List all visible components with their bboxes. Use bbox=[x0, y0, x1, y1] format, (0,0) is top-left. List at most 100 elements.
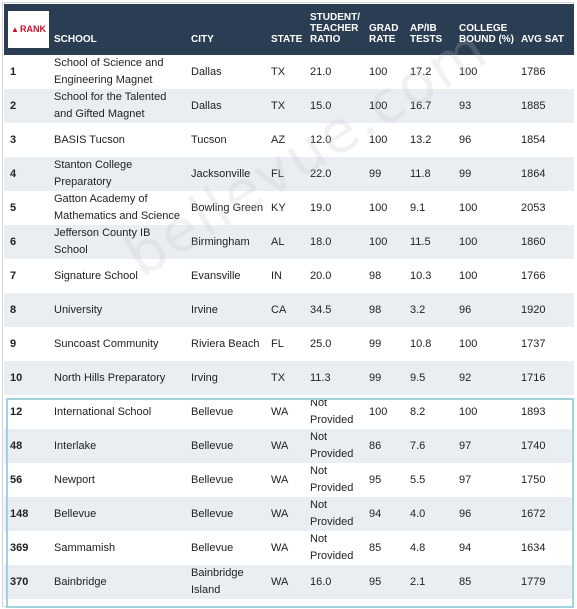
school-cell: North Hills Preparatory bbox=[54, 371, 166, 384]
city-cell: Bellevue bbox=[191, 473, 234, 486]
ratio-cell: 20.0 bbox=[310, 269, 332, 282]
school-cell: School of Science and Engineering Magnet bbox=[54, 57, 164, 86]
table-header: ▲ RANK SCHOOL CITY STATE STUDENT/ TEACHE… bbox=[4, 4, 574, 55]
apib-cell: 10.3 bbox=[410, 269, 432, 282]
city-cell: Bellevue bbox=[191, 541, 234, 554]
header-college-bound: COLLEGE BOUND (%) bbox=[459, 23, 514, 45]
table-row: 8 University Irvine CA 34.5 98 3.2 96 1920 bbox=[4, 293, 574, 327]
table-row: 10 North Hills Preparatory Irving TX 11.3 99 9… bbox=[4, 361, 574, 395]
header-avg-sat: AVG SAT bbox=[521, 34, 564, 45]
school-cell: School for the Talented and Gifted Magne… bbox=[54, 91, 167, 120]
avg-sat-cell: 1786 bbox=[521, 65, 546, 78]
grad-rate-cell: 85 bbox=[369, 541, 382, 554]
apib-cell: 4.0 bbox=[410, 507, 426, 520]
apib-cell: 9.5 bbox=[410, 371, 426, 384]
state-cell: KY bbox=[271, 201, 286, 214]
city-cell: Irvine bbox=[191, 303, 218, 316]
state-cell: CA bbox=[271, 303, 287, 316]
grad-rate-cell: 98 bbox=[369, 303, 382, 316]
avg-sat-cell: 1885 bbox=[521, 99, 546, 112]
school-cell: Gatton Academy of Mathematics and Scienc… bbox=[54, 193, 180, 222]
college-bound-cell: 96 bbox=[459, 303, 472, 316]
rank-cell: 9 bbox=[10, 337, 17, 350]
avg-sat-cell: 1766 bbox=[521, 269, 546, 282]
apib-cell: 13.2 bbox=[410, 133, 432, 146]
grad-rate-cell: 100 bbox=[369, 133, 388, 146]
college-bound-cell: 99 bbox=[459, 167, 472, 180]
rank-cell: 3 bbox=[10, 133, 17, 146]
ratio-cell: 18.0 bbox=[310, 235, 332, 248]
rank-sort-box[interactable]: ▲ RANK bbox=[8, 11, 49, 48]
college-bound-cell: 96 bbox=[459, 133, 472, 146]
city-cell: Bainbridge Island bbox=[191, 567, 244, 596]
state-cell: IN bbox=[271, 269, 282, 282]
college-bound-cell: 96 bbox=[459, 507, 472, 520]
header-city: CITY bbox=[191, 34, 214, 45]
city-cell: Jacksonville bbox=[191, 167, 251, 180]
apib-cell: 2.1 bbox=[410, 575, 426, 588]
school-cell: University bbox=[54, 303, 103, 316]
school-cell: Bellevue bbox=[54, 507, 97, 520]
ratio-cell: 19.0 bbox=[310, 201, 332, 214]
ratio-cell: Not Provided bbox=[310, 431, 354, 460]
avg-sat-cell: 2053 bbox=[521, 201, 546, 214]
table-row: 7 Signature School Evansville IN 20.0 98 10.3 1… bbox=[4, 259, 574, 293]
college-bound-cell: 92 bbox=[459, 371, 472, 384]
grad-rate-cell: 99 bbox=[369, 167, 382, 180]
rank-cell: 6 bbox=[10, 235, 17, 248]
city-cell: Bellevue bbox=[191, 405, 234, 418]
sort-up-triangle-icon: ▲ bbox=[11, 25, 19, 34]
header-apib-tests: AP/IB TESTS bbox=[410, 23, 443, 45]
state-cell: TX bbox=[271, 99, 286, 112]
avg-sat-cell: 1779 bbox=[521, 575, 546, 588]
college-bound-cell: 100 bbox=[459, 235, 478, 248]
college-bound-cell: 94 bbox=[459, 541, 472, 554]
avg-sat-cell: 1634 bbox=[521, 541, 546, 554]
school-cell: Suncoast Community bbox=[54, 337, 159, 350]
college-bound-cell: 100 bbox=[459, 337, 478, 350]
table-row: 6 Jefferson County IB School Birmingham AL 1… bbox=[4, 225, 574, 259]
apib-cell: 11.5 bbox=[410, 235, 431, 248]
state-cell: AZ bbox=[271, 133, 286, 146]
header-row: ▲ RANK SCHOOL CITY STATE STUDENT/ TEACHE… bbox=[4, 4, 574, 55]
state-cell: FL bbox=[271, 337, 284, 350]
school-cell: BASIS Tucson bbox=[54, 133, 125, 146]
ratio-cell: Not Provided bbox=[310, 465, 354, 494]
college-bound-cell: 85 bbox=[459, 575, 472, 588]
grad-rate-cell: 94 bbox=[369, 507, 382, 520]
table-row: 370 Bainbridge Bainbridge Island WA 16.0 95 2.… bbox=[4, 565, 574, 599]
ratio-cell: 12.0 bbox=[310, 133, 332, 146]
college-bound-cell: 100 bbox=[459, 201, 478, 214]
apib-cell: 16.7 bbox=[410, 99, 432, 112]
avg-sat-cell: 1672 bbox=[521, 507, 546, 520]
avg-sat-cell: 1740 bbox=[521, 439, 546, 452]
table-body: 1 School of Science and Engineering Magne… bbox=[4, 55, 574, 599]
grad-rate-cell: 100 bbox=[369, 201, 388, 214]
school-cell: International School bbox=[54, 405, 152, 418]
school-cell: Bainbridge bbox=[54, 575, 107, 588]
rank-cell: 12 bbox=[10, 405, 23, 418]
header-school: SCHOOL bbox=[54, 34, 97, 45]
grad-rate-cell: 100 bbox=[369, 235, 388, 248]
state-cell: WA bbox=[271, 473, 289, 486]
table-row: 12 International School Bellevue WA Not Prov… bbox=[4, 395, 574, 429]
ratio-cell: 15.0 bbox=[310, 99, 332, 112]
state-cell: FL bbox=[271, 167, 284, 180]
ratio-cell: 22.0 bbox=[310, 167, 332, 180]
grad-rate-cell: 95 bbox=[369, 575, 382, 588]
ratio-cell: 21.0 bbox=[310, 65, 332, 78]
college-bound-cell: 97 bbox=[459, 473, 472, 486]
rank-cell: 48 bbox=[10, 439, 23, 452]
rank-cell: 4 bbox=[10, 167, 17, 180]
city-cell: Dallas bbox=[191, 65, 222, 78]
state-cell: TX bbox=[271, 65, 286, 78]
college-bound-cell: 93 bbox=[459, 99, 472, 112]
grad-rate-cell: 95 bbox=[369, 473, 382, 486]
school-cell: Interlake bbox=[54, 439, 97, 452]
rank-cell: 10 bbox=[10, 371, 23, 384]
header-rank[interactable]: ▲ RANK bbox=[4, 4, 50, 55]
college-bound-cell: 100 bbox=[459, 269, 478, 282]
apib-cell: 9.1 bbox=[410, 201, 426, 214]
avg-sat-cell: 1893 bbox=[521, 405, 546, 418]
